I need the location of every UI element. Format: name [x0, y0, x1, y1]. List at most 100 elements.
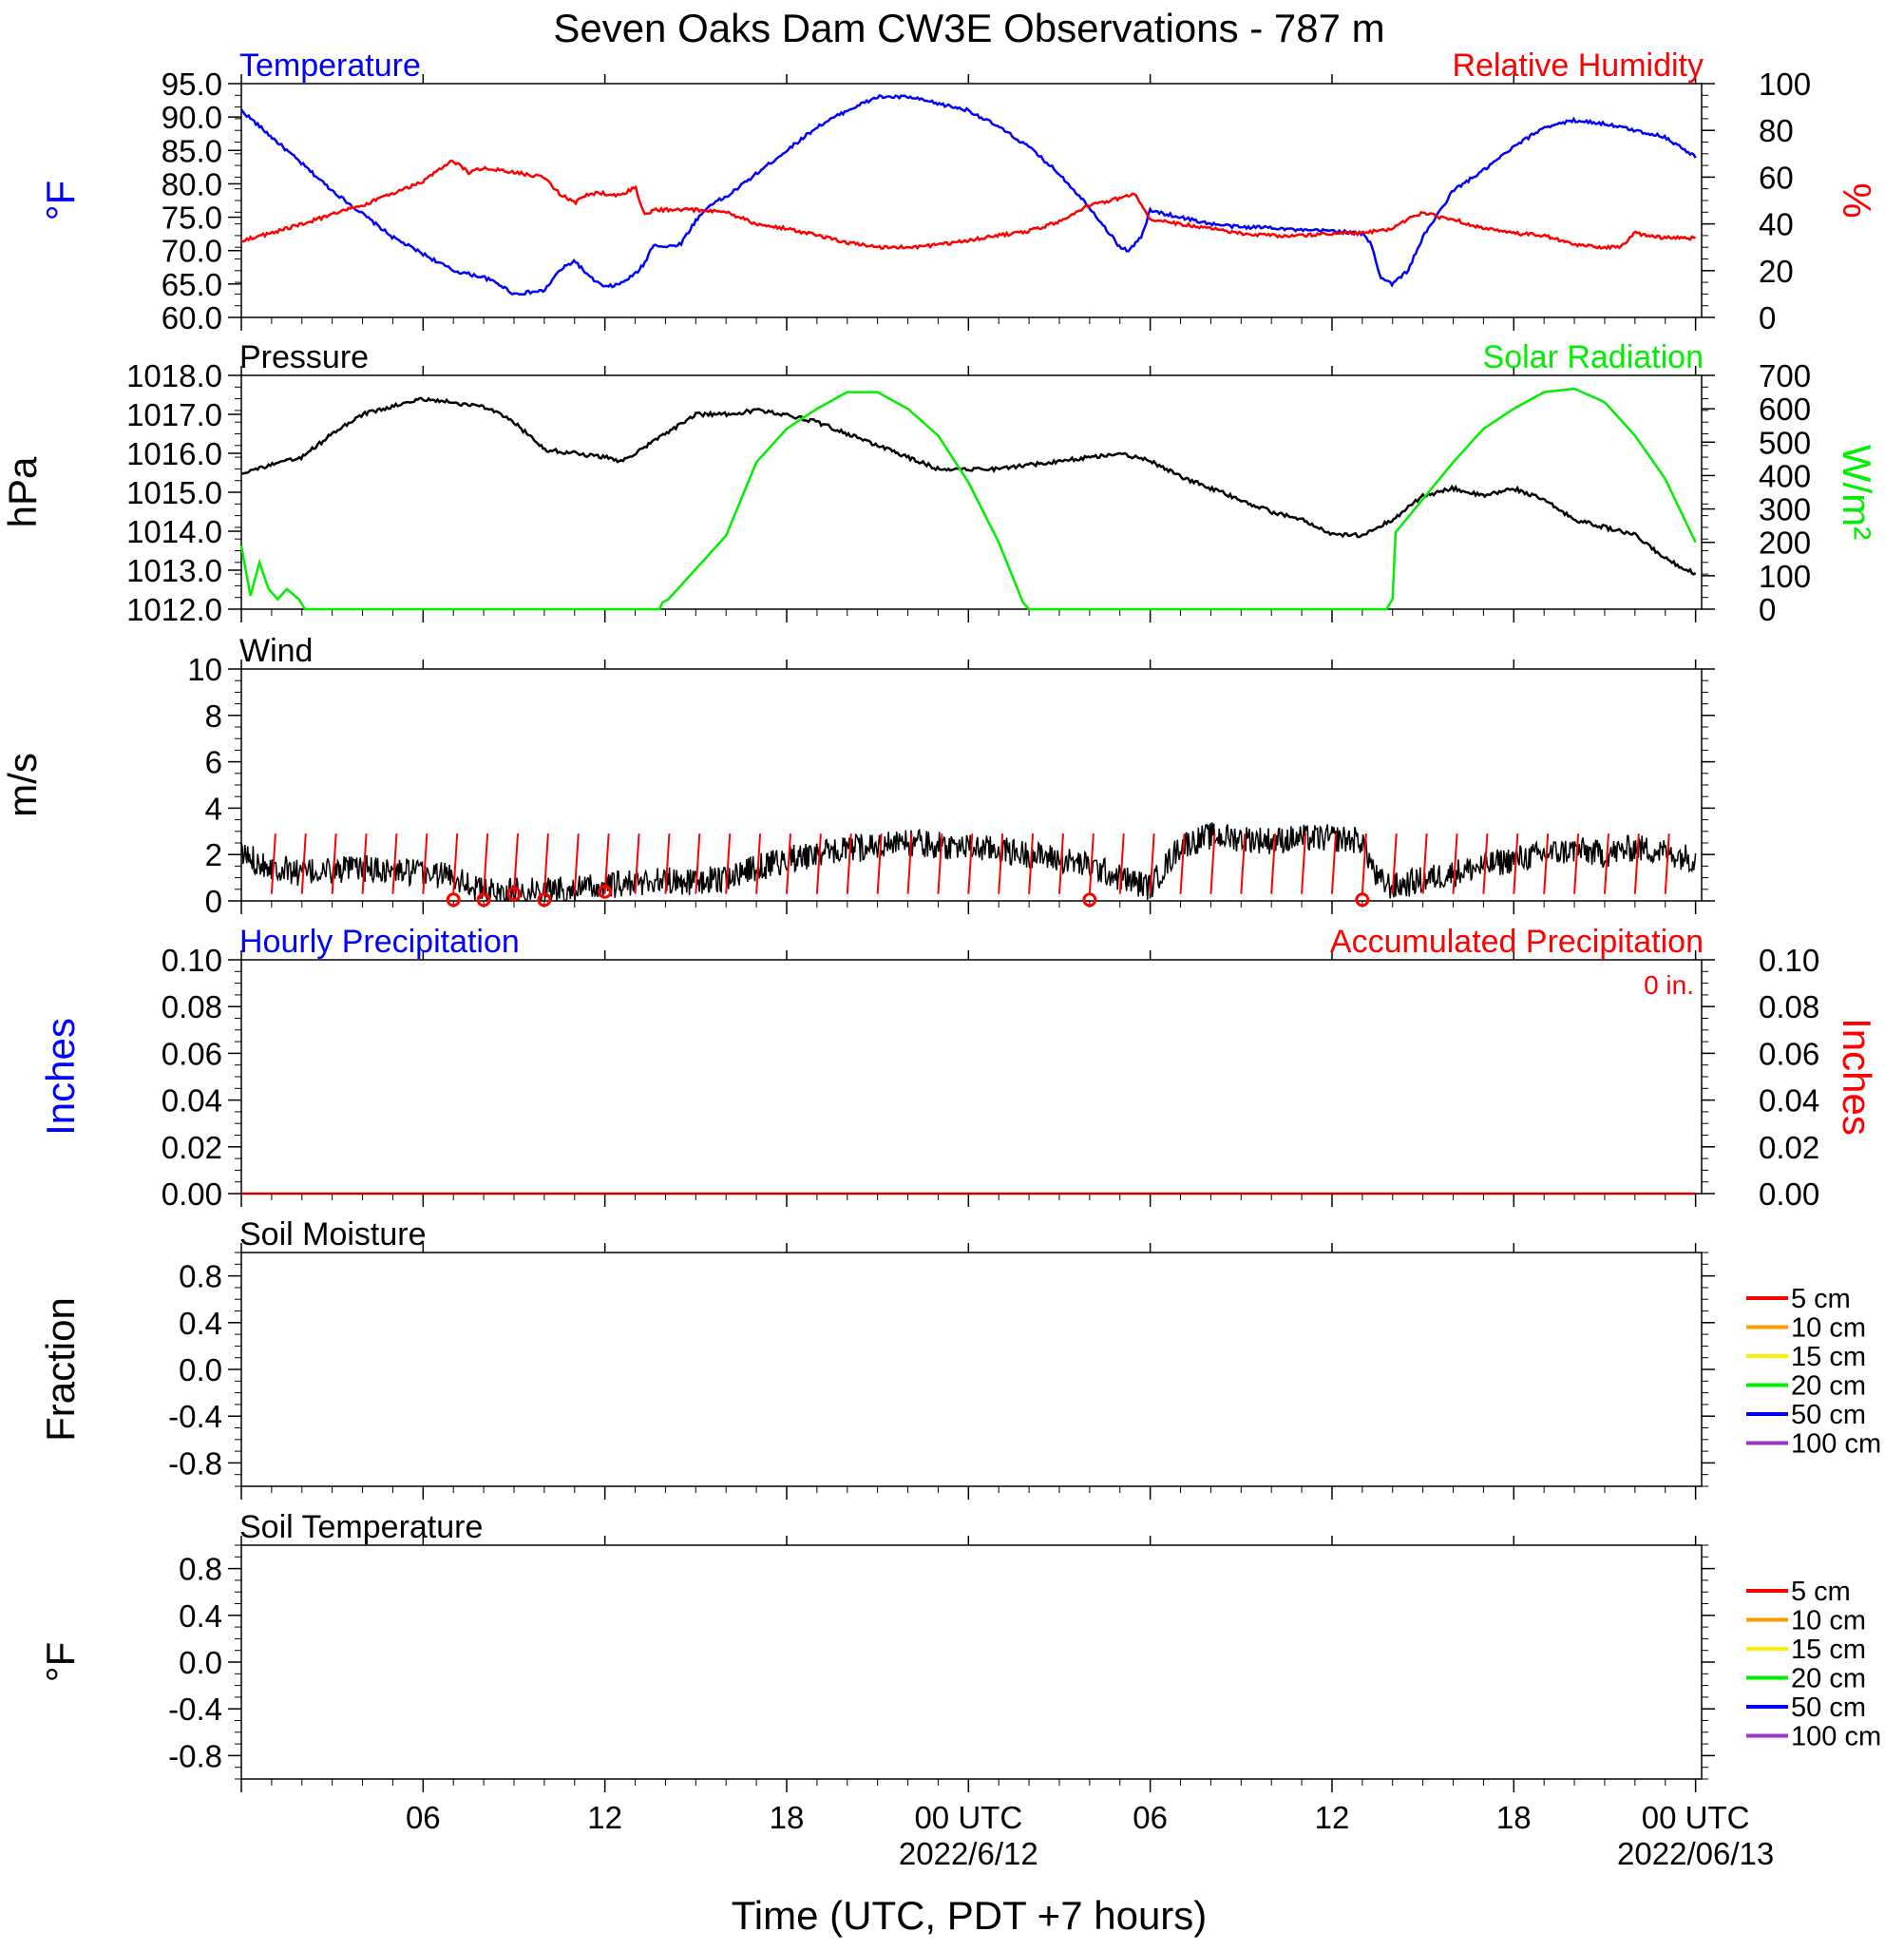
- panel-frame: [240, 374, 1703, 610]
- x-tick-label: 12: [1315, 1800, 1350, 1835]
- y-tick-label-left: 1014.0: [126, 514, 222, 549]
- wind-barb: [1118, 833, 1125, 894]
- calm-wind-marker: [598, 884, 613, 899]
- legend-label: 100 cm: [1791, 1722, 1881, 1752]
- y-axis-label-left: m/s: [0, 753, 45, 817]
- legend-label: 5 cm: [1791, 1577, 1851, 1607]
- x-date-label: 2022/6/12: [899, 1836, 1038, 1871]
- series-line-solar-radiation: [239, 387, 1697, 611]
- panel-wind: 10 8 6 4 2 0 Wind m/s: [0, 633, 1715, 919]
- wind-barb: [1482, 833, 1489, 894]
- y-tick-label-right: 80: [1759, 113, 1794, 148]
- wind-barb: [1513, 833, 1519, 894]
- wind-barb: [967, 833, 974, 894]
- panel-frame: [240, 959, 1703, 1195]
- wind-barb: [452, 833, 459, 894]
- legend-label: 5 cm: [1791, 1284, 1851, 1314]
- y-tick-label-left: 75.0: [162, 201, 222, 236]
- wind-barb: [1452, 833, 1458, 894]
- x-date-label: 2022/06/13: [1617, 1836, 1774, 1871]
- wind-barb: [1361, 833, 1367, 894]
- panel-frame: [240, 83, 1703, 318]
- y-axis-label-right: %: [1835, 182, 1879, 218]
- y-tick-label-left: 70.0: [162, 234, 222, 269]
- panel-title-right: Relative Humidity: [1452, 48, 1704, 84]
- wind-barb: [422, 833, 428, 894]
- y-tick-label-left: 65.0: [162, 267, 222, 302]
- y-tick-label-right: 0.10: [1759, 943, 1819, 978]
- legend-label: 100 cm: [1791, 1429, 1881, 1460]
- panel-pressure-solar: 1018.0 1017.0 1016.0 1015.0 1014.0 1013.0 1012…: [0, 339, 1879, 627]
- y-tick-label-right: 600: [1759, 392, 1811, 427]
- wind-barb: [1149, 833, 1155, 894]
- y-tick-label-left: 2: [205, 837, 222, 872]
- y-axis-label-left: hPa: [0, 456, 45, 527]
- wind-barb: [1179, 833, 1186, 894]
- legend-label: 50 cm: [1791, 1693, 1866, 1723]
- wind-barb: [1603, 833, 1609, 894]
- y-tick-label-left: -0.8: [168, 1445, 222, 1481]
- y-tick-label-right: 400: [1759, 458, 1811, 493]
- wind-barb: [695, 833, 701, 894]
- y-tick-label-right: 700: [1759, 358, 1811, 393]
- y-tick-label-left: 8: [205, 698, 222, 734]
- y-tick-label-left: 0: [205, 884, 222, 919]
- wind-barb: [846, 833, 852, 894]
- legend-label: 15 cm: [1791, 1635, 1866, 1665]
- series-line-relative-humidity: [240, 160, 1696, 251]
- series-line-pressure: [240, 396, 1697, 576]
- y-tick-label-right: 100: [1759, 559, 1811, 594]
- wind-barb: [512, 833, 519, 894]
- y-tick-label-right: 200: [1759, 526, 1811, 561]
- panel-title-left: Temperature: [239, 48, 421, 84]
- wind-barb: [300, 833, 307, 894]
- y-tick-label-left: 0.4: [179, 1306, 222, 1341]
- y-tick-label-right: 0.06: [1759, 1036, 1819, 1071]
- y-tick-label-left: 0.06: [162, 1036, 222, 1071]
- wind-barb: [1028, 833, 1035, 894]
- panel-frame: [240, 1544, 1703, 1780]
- wind-barb: [483, 833, 489, 894]
- x-tick-label: 06: [406, 1800, 441, 1835]
- wind-barb: [1421, 833, 1428, 894]
- y-tick-label-right: 60: [1759, 160, 1794, 195]
- legend-label: 10 cm: [1791, 1313, 1866, 1344]
- panels-group: 95.090.085.080.075.070.065.060.010080604…: [0, 48, 1881, 1792]
- calm-wind-marker: [446, 892, 461, 908]
- wind-barb: [998, 833, 1004, 894]
- wind-barb: [1573, 833, 1580, 894]
- legend-label: 50 cm: [1791, 1400, 1866, 1430]
- y-axis-label-left: Inches: [38, 1018, 83, 1136]
- wind-barb: [573, 833, 580, 894]
- y-tick-label-left: 1018.0: [126, 358, 222, 393]
- x-tick-label: 18: [770, 1800, 805, 1835]
- y-tick-label-right: 20: [1759, 254, 1794, 289]
- wind-barb: [1391, 833, 1398, 894]
- wind-barb: [785, 833, 791, 894]
- y-tick-label-left: 0.00: [162, 1176, 222, 1212]
- y-tick-label-left: 0.8: [179, 1259, 222, 1294]
- y-axis-label-left: °F: [38, 181, 83, 220]
- wind-barb: [634, 833, 640, 894]
- wind-barb: [1330, 833, 1337, 894]
- legend-label: 20 cm: [1791, 1664, 1866, 1694]
- panel-title-left: Hourly Precipitation: [239, 924, 520, 960]
- panel-title-left: Pressure: [239, 339, 369, 375]
- wind-barb: [603, 833, 610, 894]
- y-tick-label-left: 0.08: [162, 989, 222, 1024]
- y-tick-label-left: -0.4: [168, 1399, 222, 1434]
- x-tick-label: 18: [1496, 1800, 1532, 1835]
- y-tick-label-left: 10: [187, 652, 222, 687]
- accumulated-total-label: 0 in.: [1644, 970, 1694, 1000]
- y-tick-label-right: 0: [1759, 300, 1776, 335]
- wind-barb: [1088, 833, 1095, 894]
- panel-temperature-humidity: 95.090.085.080.075.070.065.060.0 100 80 60 4…: [38, 48, 1879, 335]
- y-tick-label-left: -0.8: [168, 1738, 222, 1773]
- y-tick-label-right: 40: [1759, 207, 1794, 242]
- calm-wind-marker: [1082, 892, 1097, 908]
- wind-barb: [1240, 833, 1247, 894]
- y-tick-label-left: 0.10: [162, 943, 222, 978]
- panel-frame: [240, 668, 1703, 902]
